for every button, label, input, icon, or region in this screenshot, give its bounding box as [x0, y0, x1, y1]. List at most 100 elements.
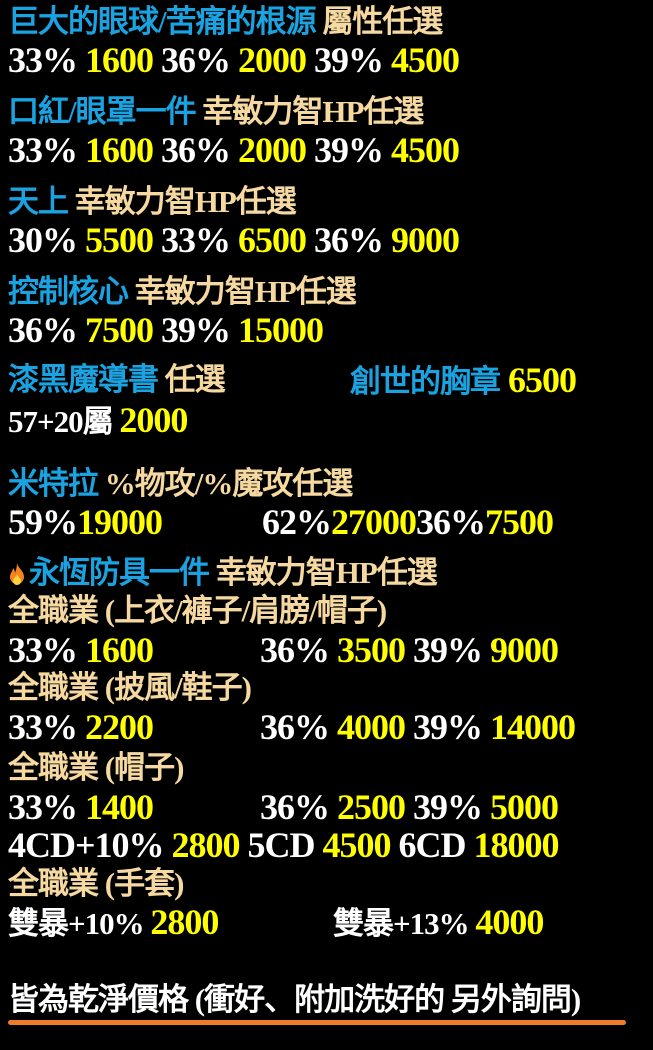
price-value: 27000 — [331, 502, 417, 542]
stat-label: 62% — [262, 502, 332, 542]
item-name: 永恆防具一件 — [29, 555, 210, 590]
stat-label: 36% — [260, 707, 337, 747]
stat-label: 59% — [8, 502, 78, 542]
stat-label: 4CD+10% — [8, 825, 172, 865]
stat-label: 30% — [8, 220, 85, 260]
item-option: 屬性任選 — [315, 4, 443, 39]
item-option: 全職業 (帽子) — [8, 750, 184, 785]
stat-label: 39% — [153, 310, 238, 350]
stat-label: 36% — [153, 130, 238, 170]
price-value: 2800 — [150, 902, 219, 942]
footer-underline — [8, 1020, 626, 1025]
item-name: 巨大的眼球/苦痛的根源 — [8, 4, 317, 39]
price-line: 33% 1600 — [8, 630, 154, 670]
stat-label: 5CD — [239, 825, 323, 865]
stat-label: 36% — [416, 502, 486, 542]
item-option: 幸敏力智HP任選 — [128, 274, 357, 309]
stat-label: 33% — [153, 220, 238, 260]
price-value: 19000 — [77, 502, 163, 542]
stat-label: 36% — [260, 630, 337, 670]
price-value: 5000 — [490, 787, 559, 827]
price-value: 1600 — [85, 40, 154, 80]
price-line: 4CD+10% 2800 5CD 4500 6CD 18000 — [8, 825, 560, 865]
price-value: 2000 — [119, 400, 188, 440]
price-line: 控制核心 幸敏力智HP任選 — [8, 272, 357, 312]
price-line: 創世的胸章 6500 — [350, 360, 577, 400]
price-value: 2500 — [337, 787, 406, 827]
price-line: 口紅/眼罩一件 幸敏力智HP任選 — [8, 92, 424, 132]
price-line: 33% 1400 — [8, 787, 154, 827]
price-value: 2800 — [171, 825, 241, 865]
stat-label: 39% — [306, 40, 391, 80]
item-option: 幸敏力智HP任選 — [209, 555, 438, 590]
price-line: 皆為乾淨價格 (衝好、附加洗好的 另外詢問) — [8, 980, 581, 1020]
stat-label: 36% — [8, 310, 85, 350]
item-option: 幸敏力智HP任選 — [68, 184, 297, 219]
price-line: 36% 4000 39% 14000 — [260, 707, 576, 747]
price-line: 全職業 (上衣/褲子/肩膀/帽子) — [8, 591, 387, 631]
price-value: 4500 — [391, 40, 460, 80]
stat-label: 皆為乾淨價格 (衝好、附加洗好的 另外詢問) — [8, 982, 581, 1017]
price-line: 天上 幸敏力智HP任選 — [8, 182, 297, 222]
price-line: 漆黑魔導書 任選 — [8, 360, 226, 400]
price-value: 15000 — [238, 310, 324, 350]
item-option: 全職業 (上衣/褲子/肩膀/帽子) — [8, 593, 387, 628]
price-line: 33% 1600 36% 2000 39% 4500 — [8, 40, 460, 80]
price-value: 3500 — [337, 630, 406, 670]
price-value: 9000 — [391, 220, 460, 260]
item-name: 米特拉 — [8, 466, 99, 501]
item-name: 創世的胸章 — [350, 364, 501, 399]
price-value: 2000 — [238, 40, 307, 80]
price-value: 1600 — [85, 130, 154, 170]
price-value: 4500 — [322, 825, 392, 865]
price-line: 全職業 (披風/鞋子) — [8, 668, 252, 708]
price-line: 33% 2200 — [8, 707, 154, 747]
stat-label: 39% — [405, 630, 490, 670]
price-line: 62%2700036%7500 — [262, 502, 554, 542]
stat-label: 36% — [153, 40, 238, 80]
price-value: 1400 — [85, 787, 154, 827]
item-option: %物攻/%魔攻任選 — [98, 466, 354, 501]
stat-label: 36% — [306, 220, 391, 260]
item-name: 漆黑魔導書 — [8, 362, 159, 397]
price-value: 4500 — [391, 130, 460, 170]
price-value: 7500 — [485, 502, 554, 542]
price-value: 9000 — [490, 630, 559, 670]
price-value: 7500 — [85, 310, 154, 350]
price-line: 33% 1600 36% 2000 39% 4500 — [8, 130, 460, 170]
item-name: 控制核心 — [8, 274, 129, 309]
price-value: 6500 — [500, 360, 577, 400]
price-value: 6500 — [238, 220, 307, 260]
price-line: 30% 5500 33% 6500 36% 9000 — [8, 220, 460, 260]
item-name: 口紅/眼罩一件 — [8, 94, 197, 129]
price-value: 14000 — [490, 707, 576, 747]
price-line: 米特拉 %物攻/%魔攻任選 — [8, 464, 354, 504]
price-line: 雙暴+10% 2800 — [8, 902, 219, 942]
price-line: 36% 3500 39% 9000 — [260, 630, 559, 670]
price-line: 巨大的眼球/苦痛的根源 屬性任選 — [8, 2, 443, 42]
fire-icon — [8, 562, 26, 586]
price-line: 36% 7500 39% 15000 — [8, 310, 324, 350]
price-value: 4000 — [475, 902, 544, 942]
item-option: 任選 — [158, 362, 226, 397]
stat-label: 33% — [8, 707, 85, 747]
price-line: 全職業 (帽子) — [8, 748, 184, 788]
price-value: 2000 — [238, 130, 307, 170]
stat-label: 36% — [260, 787, 337, 827]
price-value: 1600 — [85, 630, 154, 670]
price-line: 雙暴+13% 4000 — [333, 902, 544, 942]
price-value: 4000 — [337, 707, 406, 747]
stat-label: 39% — [306, 130, 391, 170]
stat-label: 6CD — [390, 825, 474, 865]
price-value: 2200 — [85, 707, 154, 747]
stat-label: 雙暴+10% — [8, 906, 151, 941]
price-line: 全職業 (手套) — [8, 864, 184, 904]
price-line: 59%19000 — [8, 502, 163, 542]
stat-label: 39% — [405, 707, 490, 747]
stat-label: 33% — [8, 130, 85, 170]
item-name: 天上 — [8, 184, 69, 219]
item-option: 全職業 (披風/鞋子) — [8, 670, 252, 705]
price-line: 永恆防具一件 幸敏力智HP任選 — [8, 553, 438, 593]
item-option: 幸敏力智HP任選 — [195, 94, 424, 129]
stat-label: 33% — [8, 630, 85, 670]
